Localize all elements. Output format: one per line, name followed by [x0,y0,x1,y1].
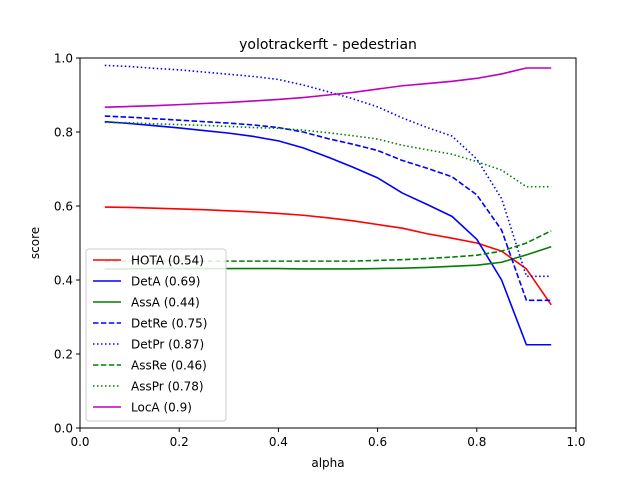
x-axis-ticks: 0.0 0.2 0.4 0.6 0.8 1.0 [70,428,586,449]
series-line-loca [104,67,552,109]
legend: HOTA (0.54) DetA (0.69) AssA (0.44) DetRe (… [85,248,227,422]
x-tick-label: 0.4 [269,435,288,449]
y-axis-ticks: 0.0 0.2 0.4 0.6 0.8 1.0 [54,52,80,436]
x-axis-label: alpha [311,456,344,470]
x-tick-label: 0.8 [467,435,486,449]
y-tick-label: 0.4 [54,274,73,288]
chart-title: yolotrackerft - pedestrian [239,37,417,53]
series-line-detpr [104,64,552,278]
y-tick-label: 0.2 [54,348,73,362]
y-axis-label: score [28,227,42,259]
y-tick-label: 0.8 [54,126,73,140]
x-tick-label: 0.6 [368,435,387,449]
legend-label: LocA (0.9) [131,401,192,415]
legend-box [85,248,227,422]
x-tick-label: 1.0 [566,435,585,449]
series-line-detre [104,115,552,302]
x-tick-label: 0.2 [170,435,189,449]
legend-label: DetA (0.69) [131,275,200,289]
series-line-deta [104,120,552,346]
y-tick-label: 1.0 [54,52,73,66]
legend-label: AssRe (0.46) [131,359,207,373]
x-tick-label: 0.0 [70,435,89,449]
y-tick-label: 0.6 [54,200,73,214]
legend-label: DetPr (0.87) [131,338,204,352]
y-tick-label: 0.0 [54,422,73,436]
legend-label: DetRe (0.75) [131,317,207,331]
legend-label: AssPr (0.78) [131,380,204,394]
legend-label: HOTA (0.54) [131,254,204,268]
plot-frame [79,57,577,429]
series-line-hota [104,206,552,306]
legend-label: AssA (0.44) [131,296,200,310]
